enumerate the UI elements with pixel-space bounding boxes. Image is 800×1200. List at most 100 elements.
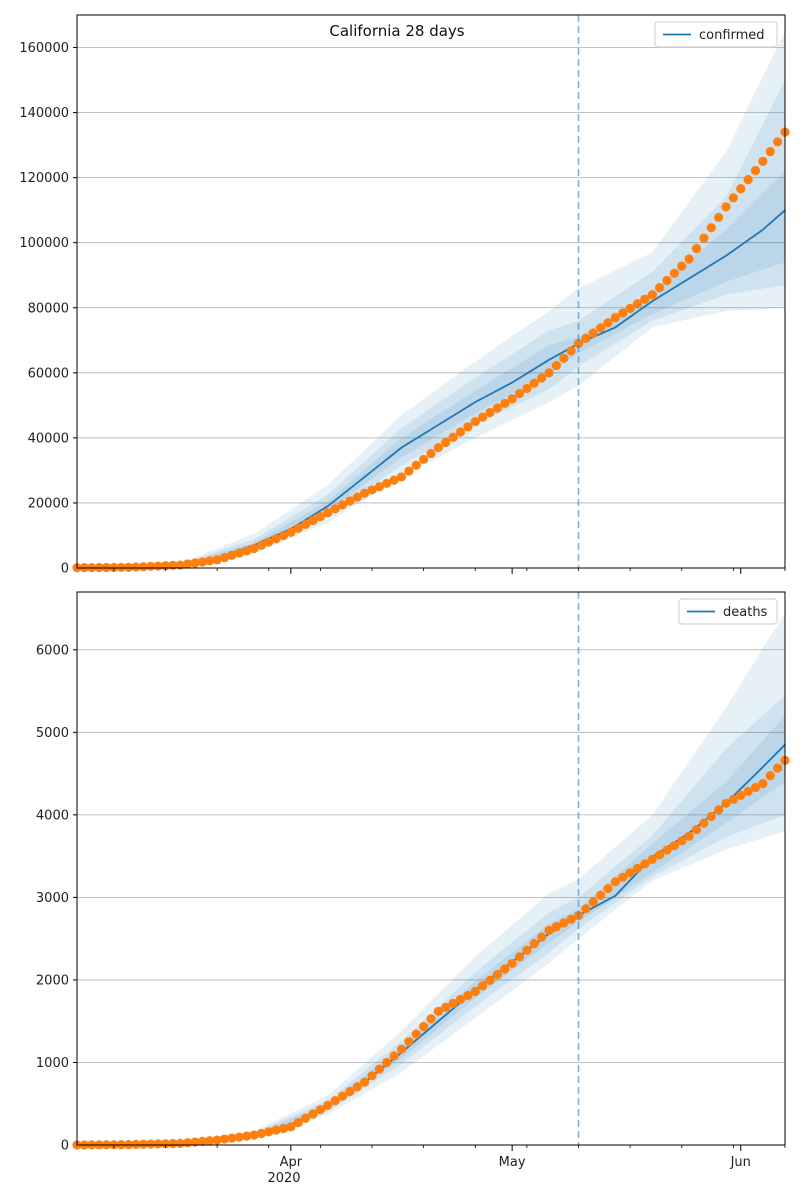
observed-point (419, 454, 429, 464)
y-tick-label: 100000 (19, 236, 69, 251)
observed-point (463, 990, 473, 1001)
observed-point (581, 333, 591, 343)
observed-point (227, 1133, 237, 1143)
observed-point (197, 1136, 207, 1146)
uncertainty-band (77, 80, 785, 568)
observed-point (618, 308, 628, 318)
observed-point (544, 925, 554, 936)
observed-point (529, 378, 539, 388)
observed-point (773, 137, 783, 147)
observed-point (426, 1014, 436, 1024)
observed-point (625, 303, 635, 314)
observed-point (478, 412, 488, 422)
observed-point (146, 561, 156, 571)
legend-label: confirmed (699, 28, 765, 43)
observed-point (655, 850, 665, 860)
observed-point (101, 562, 112, 573)
observed-point (596, 323, 606, 333)
observed-point (160, 1139, 171, 1149)
observed-point (382, 1057, 392, 1068)
observed-point (249, 1130, 259, 1140)
observed-point (662, 845, 672, 855)
observed-point (146, 1139, 156, 1149)
observed-point (153, 1139, 163, 1149)
observed-point (610, 312, 620, 323)
observed-point (492, 970, 502, 980)
observed-point (374, 482, 384, 492)
observed-point (301, 1113, 311, 1123)
observed-point (684, 254, 694, 264)
observed-point (212, 555, 222, 565)
observed-point (691, 825, 702, 835)
axes-frame (76, 591, 786, 1146)
y-tick-label: 140000 (19, 106, 69, 121)
y-tick-label: 20000 (28, 496, 69, 511)
observed-point (286, 527, 296, 537)
observed-point (522, 945, 532, 955)
deaths-panel: 0 1000 2000 3000 4000 5000 6000 Apr May Jun deaths (36, 591, 790, 1170)
observed-point (323, 1100, 333, 1110)
observed-point (478, 981, 488, 991)
observed-point (249, 543, 259, 554)
observed-point (699, 818, 709, 828)
observed-point (728, 193, 738, 203)
observed-point (330, 1096, 340, 1106)
observed-point (352, 1082, 362, 1092)
observed-point (588, 328, 598, 338)
observed-point (411, 460, 421, 470)
axes-frame (76, 14, 786, 569)
observed-point (647, 854, 657, 865)
y-tick-label: 40000 (28, 431, 69, 446)
observed-point (396, 472, 407, 482)
observed-point (522, 383, 532, 394)
y-tick-label: 2000 (36, 973, 69, 988)
observed-point (706, 223, 716, 233)
observed-point (234, 1132, 244, 1142)
observed-point (500, 964, 510, 974)
observed-point (138, 1139, 148, 1149)
observed-point (419, 1021, 429, 1032)
observed-point (485, 407, 495, 418)
observed-point (736, 184, 746, 194)
observed-point (448, 998, 458, 1008)
observed-point (758, 156, 768, 166)
observed-point (507, 958, 517, 969)
legend-label: deaths (723, 605, 768, 620)
observed-point (271, 1125, 281, 1135)
observed-point (647, 290, 657, 300)
observed-point (514, 952, 525, 962)
observed-point (765, 771, 775, 781)
observed-point (256, 540, 266, 550)
observed-point (750, 782, 761, 793)
observed-point (492, 403, 502, 413)
uncertainty-band (77, 612, 785, 1145)
observed-point (706, 811, 716, 822)
observed-point (441, 437, 451, 448)
observed-point (337, 500, 348, 510)
observed-point (389, 1051, 399, 1061)
observed-point (640, 859, 650, 869)
observed-point (374, 1064, 384, 1074)
observed-point (345, 496, 355, 506)
observed-point (721, 798, 731, 808)
observed-point (345, 1086, 355, 1097)
observed-point (514, 389, 525, 399)
observed-point (293, 1117, 303, 1128)
observed-point (352, 492, 362, 502)
observed-point (750, 165, 761, 176)
observed-point (500, 398, 510, 409)
observed-point (205, 556, 215, 566)
observed-point (714, 805, 724, 815)
observed-point (138, 562, 148, 572)
observed-point (728, 794, 738, 804)
observed-point (669, 268, 679, 278)
observed-point (323, 508, 333, 518)
observed-point (219, 552, 230, 563)
observed-point (691, 243, 702, 254)
observed-point (212, 1135, 222, 1145)
observed-point (308, 1109, 318, 1119)
observed-point (308, 515, 318, 526)
observed-point (190, 558, 200, 568)
observed-point (721, 202, 731, 212)
